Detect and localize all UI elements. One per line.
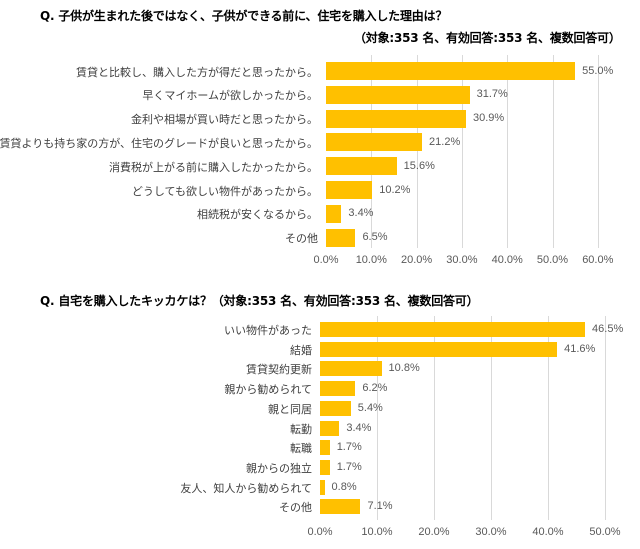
bar — [320, 420, 340, 436]
value-label: 30.9% — [472, 112, 505, 125]
bar — [326, 62, 576, 80]
value-label: 3.4% — [346, 421, 372, 434]
gridline — [416, 55, 418, 248]
gridline — [597, 55, 599, 248]
bar — [320, 341, 558, 357]
gridline — [552, 55, 554, 248]
gridline — [371, 55, 373, 248]
gridline — [548, 316, 549, 520]
category-label: 消費税が上がる前に購入したかったから。 — [109, 160, 318, 174]
bar — [320, 499, 361, 515]
x-axis-tick-label: 0.0% — [313, 254, 339, 266]
value-label: 15.6% — [403, 159, 435, 172]
category-label: 賃貸契約更新 — [246, 363, 312, 377]
category-label: 親と同居 — [268, 402, 312, 416]
category-label: その他 — [279, 501, 312, 515]
category-label: 友人、知人から勧められて — [180, 481, 312, 495]
gridline — [605, 316, 606, 520]
value-label: 10.8% — [388, 362, 420, 375]
bar — [326, 204, 342, 223]
category-label: 賃貸と比較し、購入した方が得だと思ったから。 — [76, 65, 318, 79]
value-label: 1.7% — [336, 441, 362, 454]
category-label: 相続税が安くなるから。 — [197, 208, 318, 222]
bar — [326, 181, 373, 199]
value-label: 21.2% — [429, 135, 461, 148]
value-label: 31.7% — [476, 88, 508, 101]
x-axis-tick-label: 0.0% — [307, 526, 333, 538]
x-axis-tick-label: 20.0% — [418, 526, 450, 538]
x-axis-tick-label: 10.0% — [355, 254, 387, 266]
chart1-reasons-before-children: 0.0% 10.0% 20.0% 30.0% 40.0% 50.0% 60.0% 賃貸と比較し… — [0, 0, 640, 270]
bar — [326, 133, 423, 152]
x-axis-tick-label: 40.0% — [532, 526, 564, 538]
value-label: 41.6% — [564, 342, 596, 355]
bar — [320, 459, 330, 475]
value-label: 0.8% — [331, 480, 357, 493]
x-axis-tick-label: 40.0% — [491, 254, 523, 266]
value-label: 5.4% — [357, 401, 383, 414]
category-label: 結婚 — [290, 343, 312, 357]
category-label: 親からの独立 — [246, 461, 312, 475]
x-axis-tick-label: 50.0% — [536, 254, 569, 266]
chart1-title: Q. 子供が生まれた後ではなく、子供ができる前に、住宅を購入した理由は？ — [40, 9, 448, 23]
value-label: 6.5% — [362, 231, 388, 244]
bar — [320, 479, 325, 495]
bar — [326, 109, 466, 128]
x-axis-tick-label: 10.0% — [361, 526, 393, 538]
value-label: 55.0% — [582, 64, 614, 77]
value-label: 3.4% — [348, 207, 374, 220]
category-label: その他 — [285, 232, 318, 246]
x-axis-tick-label: 50.0% — [589, 526, 621, 538]
value-label: 10.2% — [379, 183, 411, 196]
chart1-subtitle: （対象:353 名、有効回答:353 名、複数回答可） — [354, 31, 621, 45]
bar — [320, 381, 356, 397]
bar — [320, 322, 586, 337]
value-label: 46.5% — [592, 323, 624, 335]
category-label: 親から勧められて — [224, 383, 312, 397]
x-axis-tick-label: 20.0% — [400, 254, 433, 266]
gridline — [461, 55, 463, 248]
x-axis-tick-label: 30.0% — [475, 526, 507, 538]
bar — [320, 400, 351, 416]
gridline — [434, 316, 435, 520]
category-label: 金利や相場が買い時だと思ったから。 — [131, 113, 318, 127]
chart2-title: Q. 自宅を購入したキッカケは？（対象:353 名、有効回答:353 名、複数回… — [40, 294, 479, 308]
bar — [326, 157, 397, 176]
gridline — [507, 55, 509, 248]
gridline — [491, 316, 492, 520]
gridline — [377, 316, 378, 520]
bar — [320, 361, 382, 377]
category-label: 転勤 — [290, 422, 312, 436]
x-axis-tick-label: 30.0% — [446, 254, 478, 266]
category-label: 転職 — [290, 442, 312, 456]
value-label: 7.1% — [367, 500, 393, 513]
category-label: どうしても欲しい物件があったから。 — [131, 184, 318, 198]
x-axis-tick-label: 60.0% — [582, 254, 614, 266]
value-label: 6.2% — [362, 382, 388, 395]
category-label: いい物件があった — [224, 324, 312, 337]
bar — [326, 228, 356, 247]
bar — [326, 85, 470, 104]
category-label: 早くマイホームが欲しかったから。 — [142, 89, 318, 103]
category-label: 賃貸よりも持ち家の方が、住宅のグレードが良いと思ったから。 — [0, 136, 318, 150]
bar — [320, 440, 330, 456]
value-label: 1.7% — [336, 460, 362, 473]
